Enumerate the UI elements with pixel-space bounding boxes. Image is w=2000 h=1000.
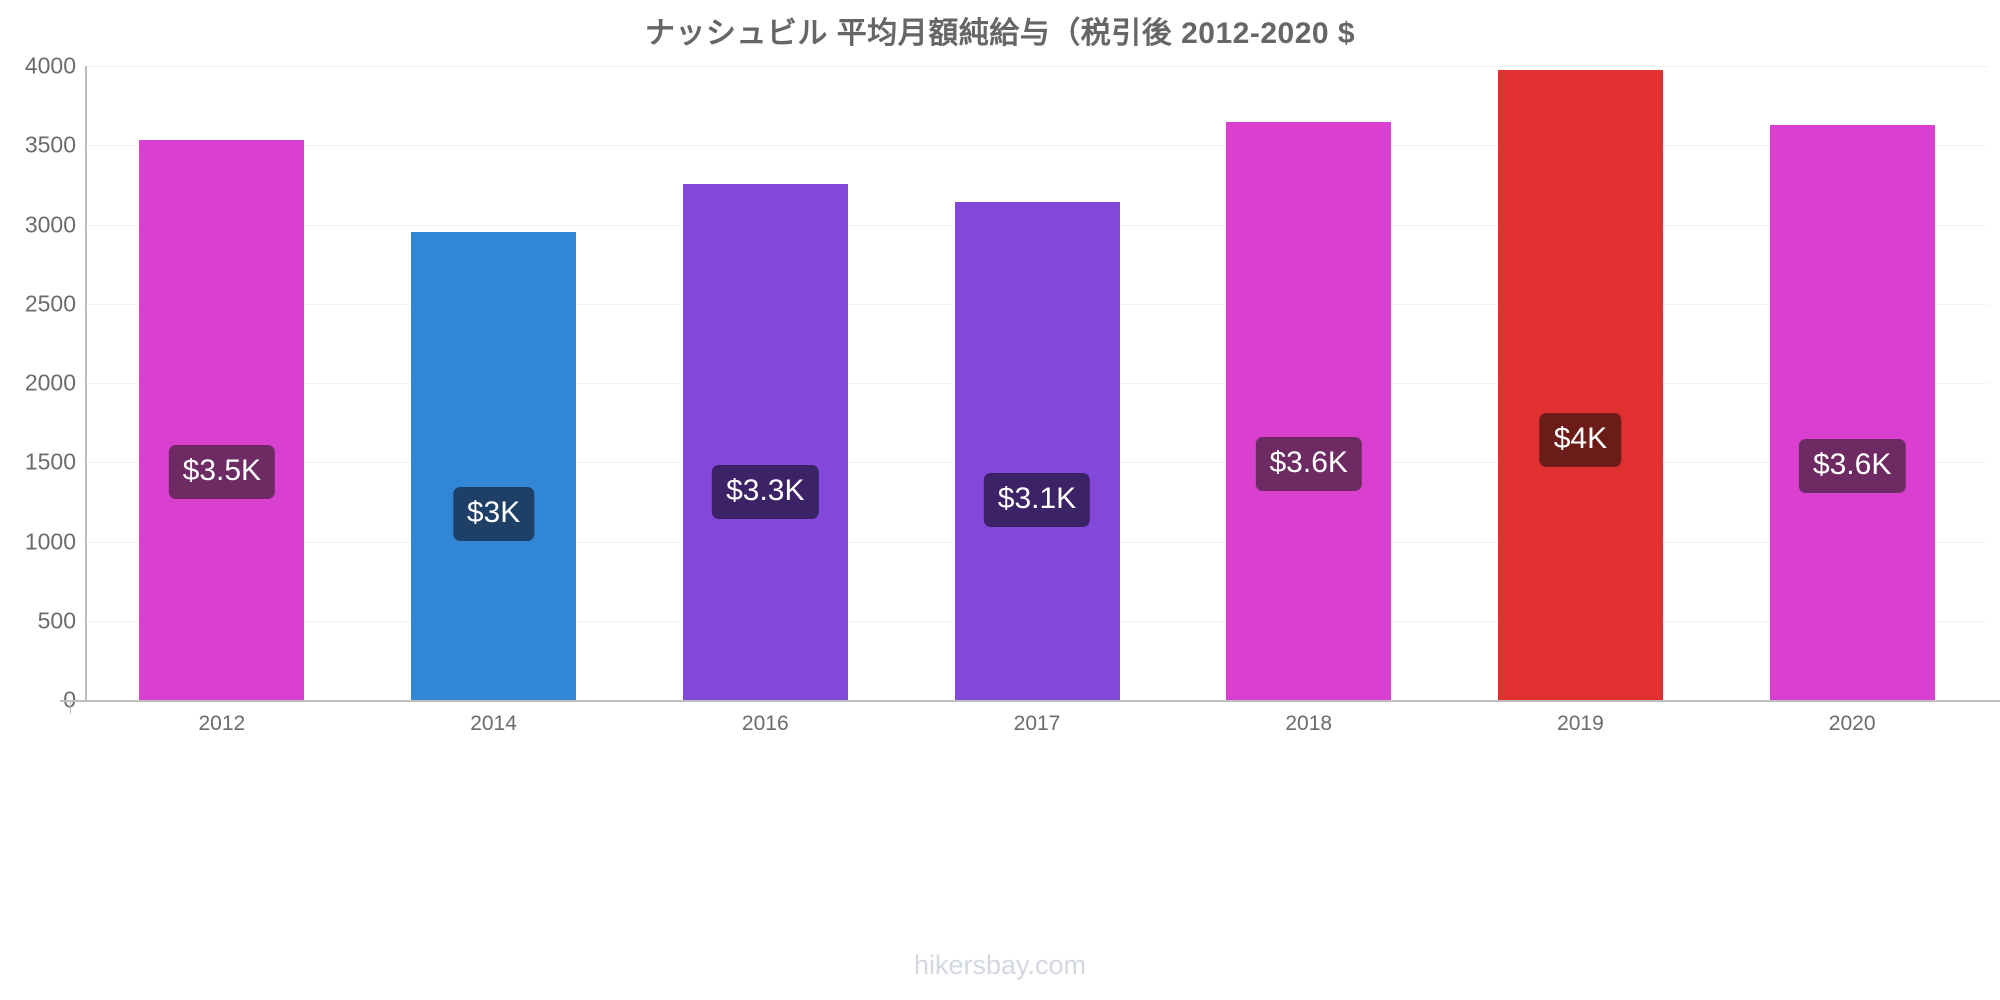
x-axis-tick-label: 2012 xyxy=(198,712,246,735)
y-axis-tick-label: 1000 xyxy=(24,528,76,554)
y-axis-tick-label: 2500 xyxy=(24,290,76,317)
bar-value-label: $3.5K xyxy=(168,445,276,500)
footer-watermark: hikersbay.com xyxy=(913,950,1087,980)
bar-group[interactable]: $3.3K xyxy=(682,66,848,700)
x-axis-tick-label: 2018 xyxy=(1285,712,1333,735)
gridline xyxy=(86,66,1988,67)
bar-value-label: $4K xyxy=(1539,413,1622,468)
y-axis-zero-tick xyxy=(62,700,86,701)
y-axis-tick-label: 4000 xyxy=(24,52,76,79)
bar-value-label: $3.3K xyxy=(712,465,819,520)
bar-value-label: $3.1K xyxy=(983,473,1091,528)
gridline xyxy=(86,145,1988,147)
bar-group[interactable]: $3.6K xyxy=(1769,66,1935,700)
y-axis-tick-label: 0 xyxy=(63,687,76,714)
bar[interactable] xyxy=(954,201,1120,700)
bar-group[interactable]: $3K xyxy=(411,66,577,700)
y-axis-line xyxy=(85,66,87,702)
x-axis-tick-label: 2020 xyxy=(1828,712,1876,735)
x-axis-tick-label: 2017 xyxy=(1013,712,1061,735)
bar[interactable] xyxy=(1226,122,1392,700)
x-axis-tick xyxy=(70,700,71,714)
x-axis-tick-label: 2016 xyxy=(741,712,789,735)
y-axis-tick-label: 1500 xyxy=(24,448,76,475)
x-axis-tick-label: 2014 xyxy=(470,712,517,735)
bar[interactable] xyxy=(139,139,305,700)
chart-title: ナッシュビル 平均月額純給与（税引後 2012-2020 $ xyxy=(644,17,1356,50)
bar-group[interactable]: $4K xyxy=(1497,66,1663,700)
bar-group[interactable]: $3.5K xyxy=(139,66,305,700)
y-axis-tick-label: 3000 xyxy=(24,211,76,237)
bar[interactable] xyxy=(411,232,577,700)
x-axis-tick-label: 2019 xyxy=(1557,712,1604,735)
bar-value-label: $3.6K xyxy=(1798,438,1906,493)
y-axis-labels: 0 500 1000 1500 2000 2500 3000 3500 4000 xyxy=(0,0,76,1000)
y-axis-tick-label: 500 xyxy=(37,607,76,634)
bar-group[interactable]: $3.1K xyxy=(954,66,1120,700)
y-axis-tick-label: 3500 xyxy=(24,131,76,158)
bar[interactable] xyxy=(1769,125,1935,700)
y-axis-tick-label: 2000 xyxy=(24,369,76,396)
x-axis-line xyxy=(60,700,2000,702)
bar[interactable] xyxy=(1497,69,1663,700)
bar-value-label: $3.6K xyxy=(1255,437,1362,492)
bar-value-label: $3K xyxy=(452,487,535,542)
bar[interactable] xyxy=(682,184,848,700)
bar-group[interactable]: $3.6K xyxy=(1226,66,1392,700)
